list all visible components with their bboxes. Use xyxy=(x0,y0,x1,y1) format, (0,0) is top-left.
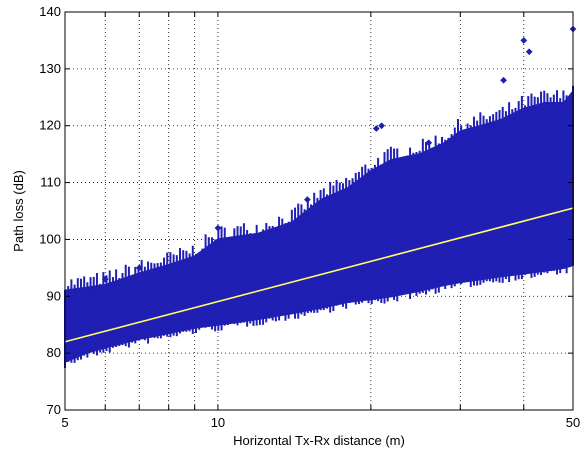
y-tick-label: 80 xyxy=(47,345,61,360)
y-tick-label: 140 xyxy=(39,4,61,19)
scatter-band-group xyxy=(64,85,574,368)
y-tick-label: 70 xyxy=(47,402,61,417)
scatter-point xyxy=(304,196,311,203)
scatter-points-group xyxy=(101,25,577,283)
scatter-point xyxy=(525,48,533,56)
x-tick-label: 5 xyxy=(61,415,68,430)
scatter-point xyxy=(425,139,433,147)
y-tick-label: 100 xyxy=(39,231,61,246)
scatter-point xyxy=(135,264,143,272)
axis-ticks: 5 10 50 70 80 90 100 110 120 130 140 xyxy=(39,4,580,430)
scatter-point xyxy=(500,76,507,84)
scatter-point xyxy=(520,37,528,44)
scatter-point xyxy=(378,122,385,130)
scatter-point xyxy=(372,125,380,132)
y-axis-label: Path loss (dB) xyxy=(11,170,26,252)
fit-line-group xyxy=(64,207,574,343)
plot-frame xyxy=(64,11,574,411)
y-tick-label: 120 xyxy=(39,118,61,133)
x-axis-label: Horizontal Tx-Rx distance (m) xyxy=(233,433,405,448)
y-tick-label: 110 xyxy=(40,175,61,190)
scatter-point xyxy=(214,224,222,232)
y-tick-label: 130 xyxy=(39,61,61,76)
scatter-point xyxy=(101,275,109,283)
x-tick-label: 50 xyxy=(566,415,580,430)
x-tick-label: 10 xyxy=(211,415,225,430)
fit-line xyxy=(64,207,574,343)
y-tick-label: 90 xyxy=(47,288,61,303)
